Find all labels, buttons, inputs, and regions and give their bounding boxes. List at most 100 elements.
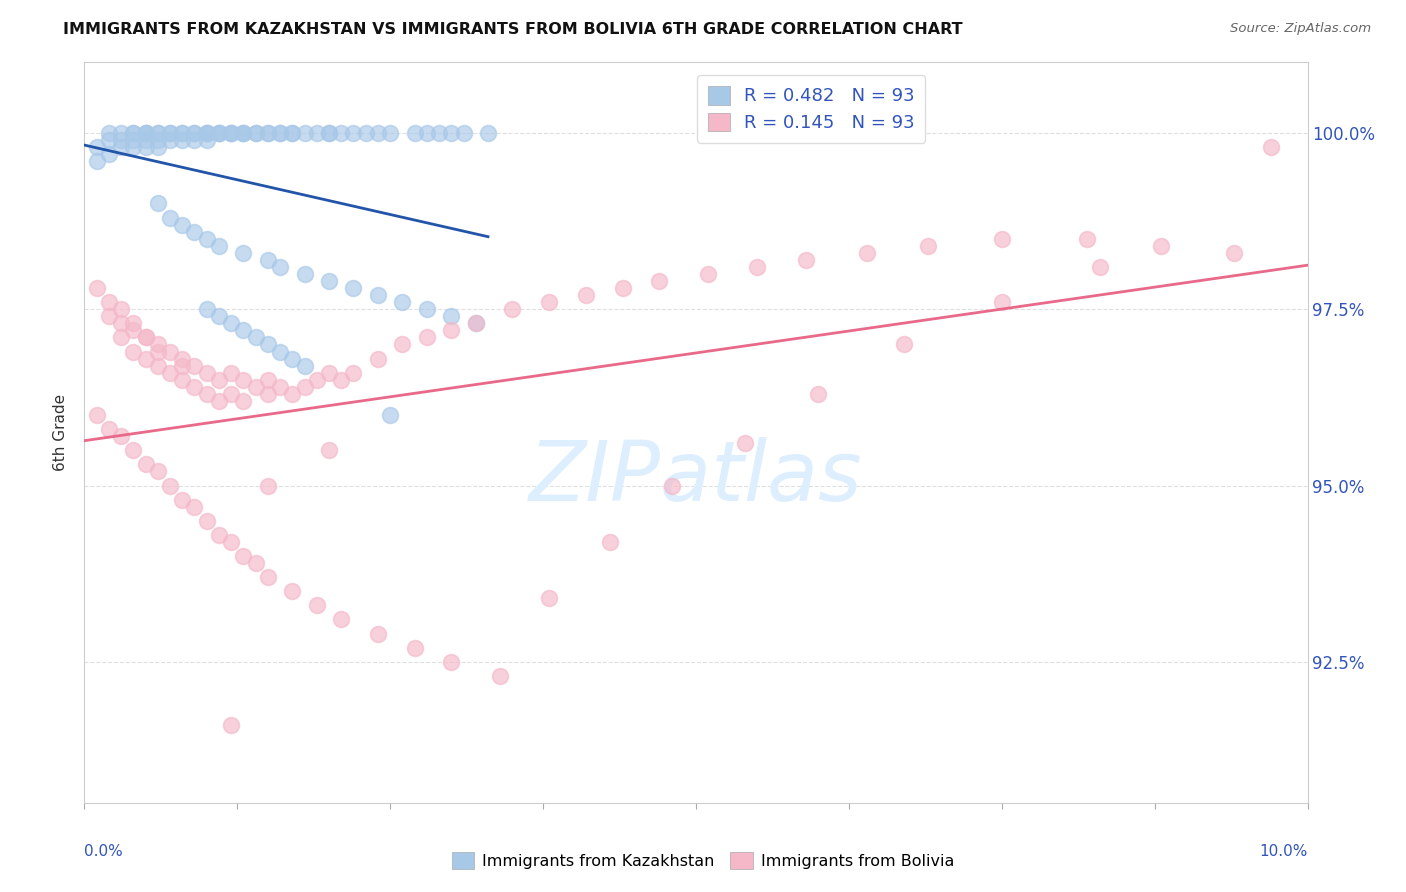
- Point: [257, 478, 280, 492]
- Point: [86, 154, 108, 169]
- Point: [1260, 140, 1282, 154]
- Point: [440, 323, 463, 337]
- Point: [232, 126, 254, 140]
- Point: [269, 126, 291, 140]
- Point: [269, 380, 291, 394]
- Point: [146, 359, 169, 373]
- Point: [391, 295, 413, 310]
- Point: [110, 126, 132, 140]
- Point: [380, 408, 402, 422]
- Point: [281, 584, 304, 599]
- Point: [342, 366, 364, 380]
- Point: [146, 464, 169, 478]
- Point: [219, 316, 242, 330]
- Point: [1223, 245, 1246, 260]
- Text: IMMIGRANTS FROM KAZAKHSTAN VS IMMIGRANTS FROM BOLIVIA 6TH GRADE CORRELATION CHAR: IMMIGRANTS FROM KAZAKHSTAN VS IMMIGRANTS…: [63, 22, 963, 37]
- Point: [183, 359, 205, 373]
- Point: [661, 478, 683, 492]
- Point: [159, 133, 181, 147]
- Point: [97, 147, 120, 161]
- Point: [183, 126, 205, 140]
- Point: [122, 344, 145, 359]
- Point: [281, 387, 304, 401]
- Legend: Immigrants from Kazakhstan, Immigrants from Bolivia: Immigrants from Kazakhstan, Immigrants f…: [446, 846, 960, 875]
- Point: [318, 126, 340, 140]
- Point: [232, 323, 254, 337]
- Point: [183, 126, 205, 140]
- Text: ZIPatlas: ZIPatlas: [529, 436, 863, 517]
- Point: [219, 535, 242, 549]
- Point: [477, 126, 499, 140]
- Point: [367, 351, 389, 366]
- Point: [807, 387, 830, 401]
- Point: [991, 295, 1014, 310]
- Point: [135, 133, 157, 147]
- Point: [232, 245, 254, 260]
- Point: [416, 126, 439, 140]
- Point: [599, 535, 621, 549]
- Point: [86, 408, 108, 422]
- Point: [195, 366, 218, 380]
- Point: [305, 126, 328, 140]
- Point: [159, 344, 181, 359]
- Point: [427, 126, 450, 140]
- Point: [257, 337, 280, 351]
- Point: [146, 196, 169, 211]
- Point: [172, 351, 194, 366]
- Point: [294, 359, 316, 373]
- Point: [453, 126, 475, 140]
- Point: [294, 380, 316, 394]
- Point: [159, 366, 181, 380]
- Point: [257, 252, 280, 267]
- Point: [208, 126, 231, 140]
- Point: [122, 323, 145, 337]
- Point: [135, 351, 157, 366]
- Point: [856, 245, 879, 260]
- Point: [318, 126, 340, 140]
- Point: [135, 126, 157, 140]
- Point: [97, 422, 120, 436]
- Point: [208, 528, 231, 542]
- Point: [342, 281, 364, 295]
- Point: [257, 387, 280, 401]
- Point: [245, 330, 267, 344]
- Point: [219, 387, 242, 401]
- Point: [97, 310, 120, 324]
- Point: [232, 373, 254, 387]
- Point: [1088, 260, 1111, 274]
- Point: [416, 330, 439, 344]
- Point: [269, 126, 291, 140]
- Point: [135, 126, 157, 140]
- Text: 0.0%: 0.0%: [84, 844, 124, 858]
- Point: [219, 718, 242, 732]
- Point: [110, 316, 132, 330]
- Point: [281, 126, 304, 140]
- Point: [440, 310, 463, 324]
- Point: [232, 126, 254, 140]
- Point: [232, 126, 254, 140]
- Point: [342, 126, 364, 140]
- Point: [734, 436, 756, 450]
- Point: [172, 359, 194, 373]
- Point: [172, 133, 194, 147]
- Point: [208, 126, 231, 140]
- Point: [208, 310, 231, 324]
- Point: [146, 126, 169, 140]
- Point: [195, 302, 218, 317]
- Point: [367, 626, 389, 640]
- Point: [1076, 232, 1098, 246]
- Point: [257, 373, 280, 387]
- Point: [219, 126, 242, 140]
- Point: [318, 443, 340, 458]
- Point: [110, 133, 132, 147]
- Point: [97, 295, 120, 310]
- Point: [917, 239, 939, 253]
- Point: [257, 126, 280, 140]
- Point: [183, 380, 205, 394]
- Point: [245, 126, 267, 140]
- Point: [489, 669, 512, 683]
- Point: [464, 316, 486, 330]
- Point: [110, 330, 132, 344]
- Point: [305, 599, 328, 613]
- Point: [110, 429, 132, 443]
